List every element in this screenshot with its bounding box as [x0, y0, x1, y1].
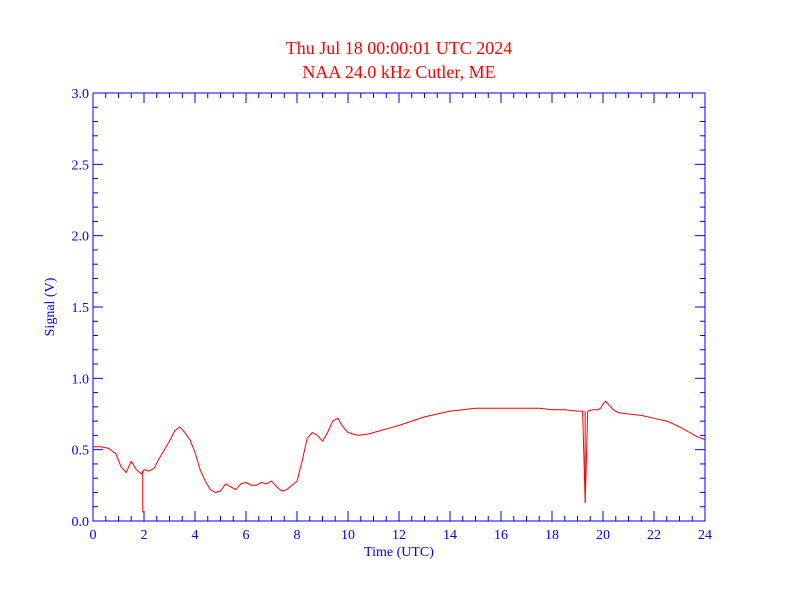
x-tick-label: 0 — [90, 528, 97, 543]
x-tick-label: 10 — [341, 528, 355, 543]
y-tick-label: 3.0 — [72, 87, 90, 102]
y-tick-label: 2.5 — [72, 158, 90, 173]
axis-ticks — [92, 92, 706, 522]
x-tick-label: 14 — [443, 528, 457, 543]
x-tick-label: 22 — [647, 528, 661, 543]
y-axis-label: Signal (V) — [43, 277, 58, 336]
x-tick-label: 18 — [545, 528, 559, 543]
x-tick-label: 6 — [243, 528, 250, 543]
tick-labels: 0 2 4 6 8 10 12 14 16 18 20 22 240.00.51.01.52.02.53… — [72, 87, 713, 543]
y-tick-label: 2.0 — [72, 230, 90, 245]
series-line — [93, 400, 706, 503]
series-layer — [93, 400, 706, 513]
y-tick-label: 0.5 — [72, 444, 90, 459]
x-tick-label: 4 — [192, 528, 199, 543]
y-tick-label: 1.0 — [72, 372, 90, 387]
x-tick-label: 24 — [698, 528, 712, 543]
x-tick-label: 12 — [392, 528, 406, 543]
x-tick-label: 8 — [294, 528, 301, 543]
x-tick-label: 2 — [141, 528, 148, 543]
x-tick-label: 16 — [494, 528, 508, 543]
plot-frame — [92, 92, 706, 522]
y-tick-label: 1.5 — [72, 301, 90, 316]
chart-subtitle: NAA 24.0 kHz Cutler, ME — [302, 62, 495, 82]
y-tick-label: 0.0 — [72, 515, 90, 530]
x-tick-label: 20 — [596, 528, 610, 543]
chart-title: Thu Jul 18 00:00:01 UTC 2024 — [286, 38, 513, 58]
x-axis-label: Time (UTC) — [364, 545, 434, 560]
